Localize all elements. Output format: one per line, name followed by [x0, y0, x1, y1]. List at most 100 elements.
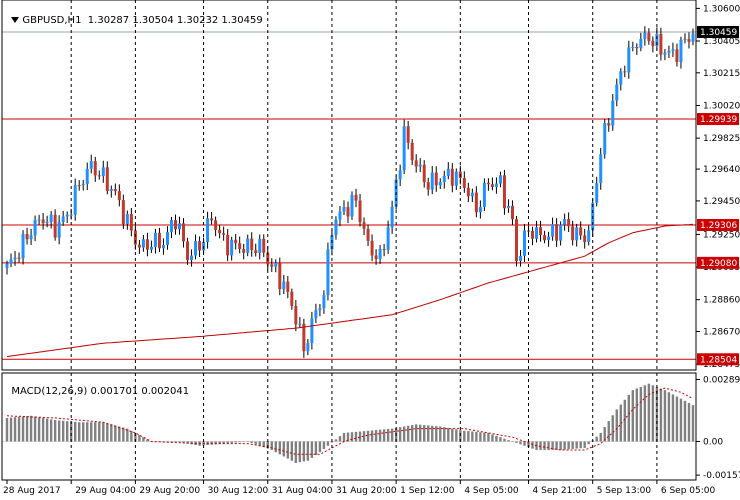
macd-y-tick-label: -0.001571 [703, 471, 740, 481]
macd-bar [443, 427, 446, 442]
candle-body [527, 230, 531, 232]
macd-bar [595, 436, 598, 442]
macd-bar [471, 431, 474, 442]
macd-bar [419, 424, 422, 442]
candle-body [502, 175, 506, 209]
candle-body [551, 224, 555, 237]
macd-bar [679, 398, 683, 442]
macd-bar [547, 441, 550, 451]
candle-body [314, 310, 318, 319]
candle-body [226, 234, 230, 256]
candle-body [178, 223, 182, 230]
candle-body [41, 219, 45, 224]
macd-bar [579, 441, 582, 449]
candle-body [675, 49, 679, 63]
macd-y-tick-label: 0.00 [703, 437, 723, 447]
macd-bar [519, 441, 522, 445]
candle-body [310, 318, 314, 344]
macd-bar [687, 402, 691, 442]
candle-body [153, 232, 157, 247]
candle-body [37, 219, 41, 221]
macd-bar [294, 441, 298, 463]
macd-bar [57, 420, 61, 442]
level-label: 1.29080 [700, 259, 737, 269]
macd-bar [667, 392, 671, 442]
level-label: 1.29306 [700, 221, 737, 231]
chart-title-bar: GBPUSD,H1 1.30287 1.30504 1.30232 1.3045… [5, 4, 263, 26]
candle-body [238, 243, 242, 249]
candle-body [49, 214, 53, 222]
macd-bar [49, 419, 53, 442]
candle-body [494, 183, 498, 188]
candle-body [113, 188, 117, 192]
candle-body [659, 33, 663, 55]
candle-body [141, 239, 145, 248]
macd-bar [78, 422, 81, 442]
candle-body [358, 200, 362, 223]
candle-body [679, 39, 683, 63]
candle-body [214, 220, 218, 230]
macd-bar [302, 441, 306, 462]
macd-bar [491, 434, 494, 442]
y-tick-label: 1.29640 [703, 165, 740, 175]
x-tick-label: 31 Aug 20:00 [336, 486, 397, 496]
macd-bar [627, 394, 631, 442]
macd-bar [639, 386, 643, 442]
x-tick-label: 29 Aug 20:00 [139, 486, 200, 496]
macd-bar [182, 441, 185, 443]
candle-body [563, 219, 567, 225]
candle-body [402, 126, 406, 171]
macd-title: MACD(12,26,9) 0.001701 0.002041 [5, 375, 189, 397]
candle-body [603, 123, 607, 155]
collapse-arrow-icon[interactable] [11, 17, 20, 23]
candle-body [438, 181, 442, 186]
macd-bar [134, 432, 137, 442]
macd-bar [142, 437, 145, 442]
macd-bar [298, 441, 302, 463]
candle-body [105, 167, 109, 191]
candle-body [474, 192, 478, 213]
macd-bar [623, 399, 626, 442]
macd-bar [342, 432, 346, 442]
macd-bar [643, 385, 647, 442]
candle-body [490, 184, 494, 188]
candle-body [29, 235, 33, 240]
macd-bar [90, 422, 93, 442]
macd-bar [659, 388, 663, 442]
macd-bar [330, 441, 334, 443]
macd-bar [41, 417, 45, 442]
macd-bar [655, 386, 659, 442]
macd-bar [487, 432, 490, 442]
y-tick-label: 1.30600 [703, 4, 740, 14]
macd-bar [178, 441, 181, 443]
macd-bar [334, 439, 338, 442]
macd-bar [146, 439, 149, 442]
macd-bar [286, 441, 290, 459]
macd-bar [671, 394, 675, 442]
macd-bar [318, 441, 322, 453]
current-price-label: 1.30459 [700, 28, 737, 38]
macd-bar [65, 421, 69, 442]
candle-body [250, 238, 254, 251]
current-price-badge [697, 25, 739, 38]
macd-bar [98, 422, 101, 442]
macd-bar [250, 441, 253, 443]
ohlc-readout: 1.30287 1.30504 1.30232 1.30459 [87, 15, 263, 26]
level-label: 1.28504 [700, 355, 737, 365]
macd-bar [439, 426, 442, 442]
macd-bar [258, 441, 261, 446]
macd-bar [431, 425, 434, 442]
y-tick-label: 1.29450 [703, 197, 740, 207]
candle-body [506, 205, 510, 209]
level-badge [697, 219, 739, 232]
price-panel[interactable] [2, 26, 696, 360]
macd-bar [483, 432, 486, 442]
macd-bar [587, 441, 590, 445]
y-tick-label: 1.29825 [703, 134, 740, 144]
candle-body [73, 185, 77, 215]
x-tick-label: 4 Sep 21:00 [533, 486, 588, 496]
candle-body [334, 219, 338, 236]
candle-body [378, 248, 382, 259]
macd-bar [310, 441, 314, 458]
